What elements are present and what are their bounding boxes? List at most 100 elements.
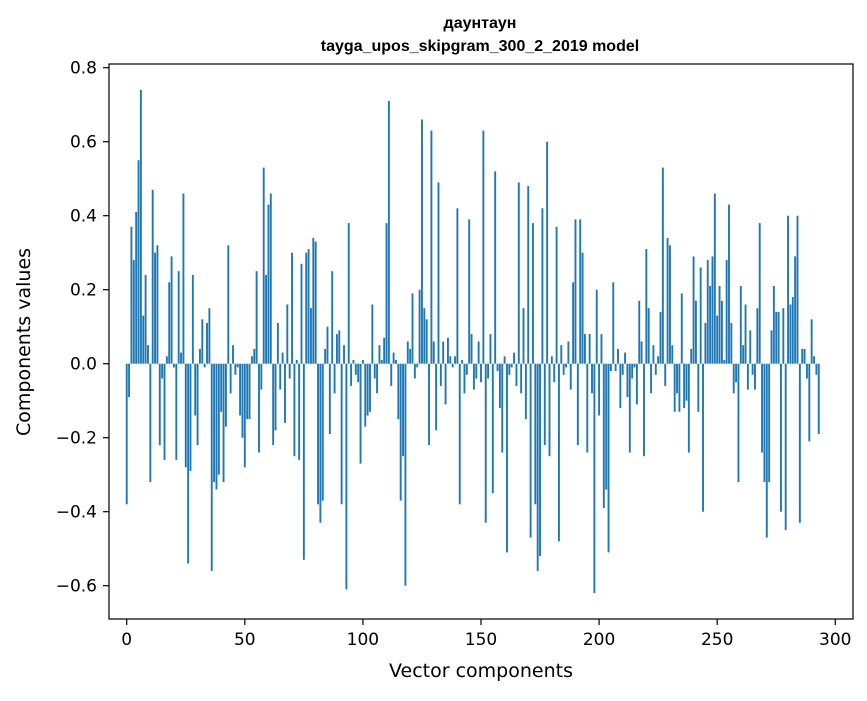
bar (255, 271, 258, 364)
bar (789, 304, 792, 364)
bar (324, 348, 327, 364)
bar (361, 360, 364, 364)
bar (399, 363, 402, 501)
bar (333, 363, 336, 394)
bar (506, 363, 508, 553)
bar (477, 341, 480, 364)
bar (595, 289, 598, 364)
bar (609, 363, 612, 372)
bar (286, 304, 289, 364)
bar (543, 363, 546, 446)
bar (612, 282, 615, 364)
bar (645, 249, 648, 364)
bar (449, 356, 452, 364)
bar (163, 363, 166, 460)
x-axis-label: Vector components (389, 660, 573, 682)
bar (250, 356, 253, 364)
bar (784, 363, 787, 531)
bar (619, 363, 622, 409)
bar (378, 345, 381, 364)
bar (574, 219, 577, 364)
x-tick-label: 150 (465, 630, 497, 650)
bar (428, 363, 430, 446)
bar (442, 341, 445, 364)
bar (475, 363, 478, 379)
bar (177, 271, 180, 364)
bar (149, 363, 152, 483)
bar (182, 193, 185, 364)
bar (678, 363, 681, 412)
bar (692, 256, 695, 364)
bar (144, 274, 147, 364)
bar (345, 363, 348, 590)
bar (737, 363, 740, 483)
bar (236, 363, 239, 368)
bar (359, 363, 362, 464)
bar (583, 334, 586, 364)
bar (215, 363, 218, 490)
bar (647, 308, 650, 364)
bar (128, 363, 131, 397)
bar (387, 101, 390, 364)
bar (239, 363, 242, 416)
bar (508, 363, 511, 375)
bar (260, 363, 263, 390)
bar (798, 363, 801, 523)
bar (364, 363, 367, 427)
bar (810, 319, 813, 364)
bar (751, 363, 754, 375)
bar (817, 363, 820, 434)
bar (728, 204, 730, 364)
y-tick-label: 0.2 (70, 281, 97, 301)
x-tick-label: 300 (819, 630, 851, 650)
bar (666, 237, 669, 364)
bar (661, 167, 664, 364)
bar (168, 282, 171, 364)
bar (768, 363, 771, 483)
bar (487, 363, 490, 379)
bar (772, 286, 775, 364)
bar (617, 348, 619, 364)
bar (690, 348, 693, 364)
bar (503, 356, 506, 364)
bar (697, 363, 700, 412)
bar (385, 223, 388, 364)
bar (801, 348, 804, 364)
bar (517, 182, 520, 364)
bar (815, 363, 818, 375)
bar (229, 363, 232, 394)
bar (548, 363, 551, 457)
bar (489, 334, 492, 364)
bar (515, 363, 518, 386)
bar (532, 223, 534, 364)
bar (498, 363, 501, 409)
bar (319, 363, 322, 523)
bar (295, 360, 298, 364)
bar (593, 363, 596, 594)
bar (328, 363, 331, 434)
bar (274, 363, 277, 431)
bar (602, 363, 605, 508)
bar (562, 363, 565, 375)
bar (791, 297, 794, 364)
bar (234, 363, 237, 375)
bar (758, 223, 761, 364)
bar (704, 323, 707, 364)
bar (444, 363, 447, 405)
y-tick-label: 0.4 (70, 207, 97, 227)
bar (243, 363, 246, 468)
bar (373, 363, 376, 379)
bar (628, 363, 631, 453)
bar (572, 282, 575, 364)
bar (317, 363, 319, 505)
bar (409, 348, 412, 364)
bar (458, 363, 461, 505)
bar (659, 311, 662, 364)
bar (151, 189, 154, 364)
bar (463, 363, 466, 394)
bar (310, 308, 312, 364)
bar (716, 315, 719, 364)
bar (605, 363, 608, 490)
bar (175, 363, 178, 460)
bar (439, 363, 442, 386)
